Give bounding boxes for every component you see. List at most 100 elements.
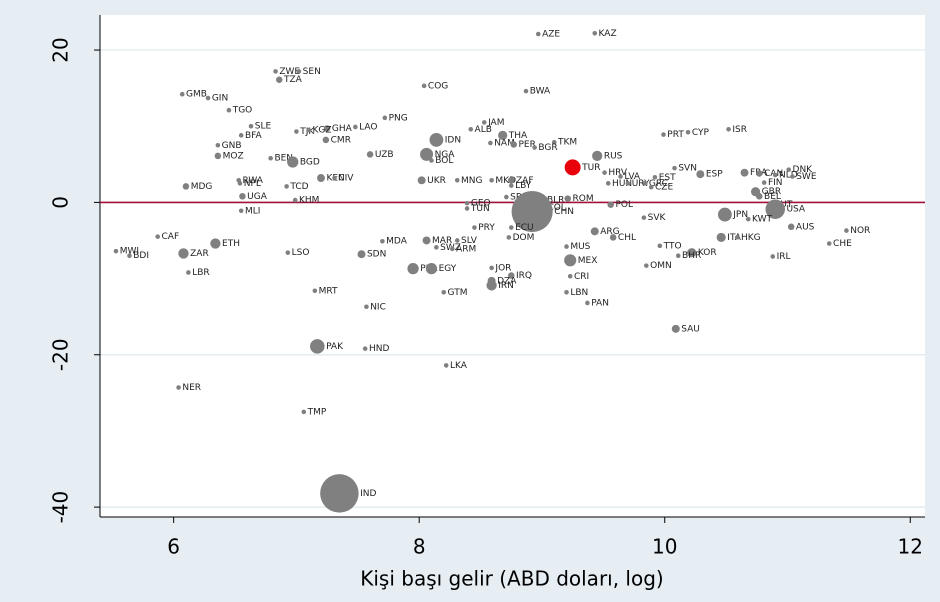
- point-label: ECU: [515, 223, 534, 233]
- point-label: EGY: [439, 264, 457, 274]
- point-label: GMB: [186, 90, 207, 100]
- point-label: BHR: [682, 251, 701, 261]
- point: [510, 141, 517, 148]
- point-label: POL: [615, 200, 633, 210]
- point: [590, 227, 599, 236]
- point: [434, 245, 439, 250]
- point: [238, 133, 244, 138]
- point-label: IND: [360, 489, 376, 499]
- point: [332, 175, 337, 181]
- point-label: NLD: [779, 170, 798, 180]
- point-label: ARM: [456, 244, 476, 254]
- point-label: NAM: [494, 138, 515, 148]
- point: [844, 228, 849, 233]
- point: [238, 208, 244, 214]
- point: [489, 178, 494, 183]
- point-label: COL: [547, 203, 565, 213]
- point-label: NGA: [435, 150, 456, 160]
- point: [425, 263, 438, 275]
- point-label: MRT: [319, 286, 338, 296]
- point-label: UKR: [427, 176, 446, 186]
- point: [756, 193, 763, 200]
- point: [182, 183, 190, 190]
- point: [176, 385, 181, 390]
- point: [421, 83, 427, 89]
- point-label: CZE: [655, 183, 673, 193]
- point: [306, 127, 312, 133]
- point: [564, 289, 569, 295]
- point-label: ALB: [475, 125, 492, 135]
- point-label: TJK: [299, 127, 315, 137]
- point-label: SDN: [367, 250, 386, 260]
- point: [357, 250, 366, 259]
- point: [625, 181, 631, 186]
- point: [226, 107, 232, 113]
- point-label: CRI: [574, 272, 589, 282]
- point-label: NER: [182, 383, 201, 393]
- point-label: PNG: [389, 113, 408, 123]
- point-label: LAO: [359, 122, 377, 132]
- point: [644, 263, 649, 268]
- point-label: GTM: [448, 288, 468, 298]
- point: [761, 180, 767, 185]
- point-label: TUR: [581, 163, 600, 173]
- point: [564, 195, 571, 202]
- point-label: MOZ: [223, 151, 244, 161]
- point: [564, 159, 581, 176]
- point-label: KOR: [698, 248, 717, 258]
- point-label: CHN: [554, 207, 574, 217]
- point: [214, 152, 222, 160]
- point-label: GHA: [332, 124, 353, 134]
- point-label: ARG: [600, 227, 619, 237]
- point: [564, 244, 569, 249]
- point: [756, 170, 763, 177]
- point: [481, 120, 487, 125]
- point: [564, 254, 577, 267]
- point: [320, 474, 359, 513]
- point-label: MNG: [461, 176, 482, 186]
- point-label: IDN: [445, 135, 461, 145]
- point: [618, 174, 623, 179]
- point: [382, 115, 388, 121]
- point-label: KWT: [752, 215, 772, 225]
- point: [287, 156, 299, 168]
- point-label: PRY: [478, 223, 495, 233]
- point-label: PAN: [591, 298, 609, 308]
- x-tick-label: 8: [413, 535, 426, 559]
- point: [745, 216, 751, 222]
- point-label: RUS: [604, 151, 623, 161]
- point-label: IRQ: [516, 271, 532, 281]
- point-label: GIN: [212, 94, 228, 104]
- point: [316, 174, 325, 183]
- point: [671, 324, 680, 333]
- point: [472, 225, 477, 230]
- y-tick-label: -40: [49, 491, 73, 524]
- point: [186, 270, 191, 275]
- y-tick-label: 0: [49, 196, 73, 209]
- point-label: BGD: [300, 158, 320, 168]
- point-label: HRV: [608, 168, 628, 178]
- point: [585, 300, 590, 306]
- point-label: TMP: [307, 407, 327, 417]
- point-label: CMR: [331, 135, 351, 145]
- point: [605, 181, 611, 186]
- point: [696, 170, 705, 179]
- point: [535, 31, 541, 37]
- point-label: CHL: [618, 233, 636, 243]
- point-label: GNB: [222, 141, 242, 151]
- point: [489, 265, 494, 271]
- point-label: UGA: [247, 192, 268, 202]
- point: [284, 184, 289, 189]
- point: [772, 172, 778, 178]
- point: [113, 248, 119, 254]
- point: [642, 181, 648, 186]
- point: [551, 139, 557, 145]
- point: [268, 155, 273, 161]
- point-label: LVA: [624, 172, 641, 182]
- point: [454, 238, 460, 243]
- point-label: LBR: [192, 268, 209, 278]
- point-label: DZA: [497, 276, 517, 286]
- point-label: NIC: [370, 302, 386, 312]
- point: [310, 339, 325, 354]
- point: [407, 263, 419, 275]
